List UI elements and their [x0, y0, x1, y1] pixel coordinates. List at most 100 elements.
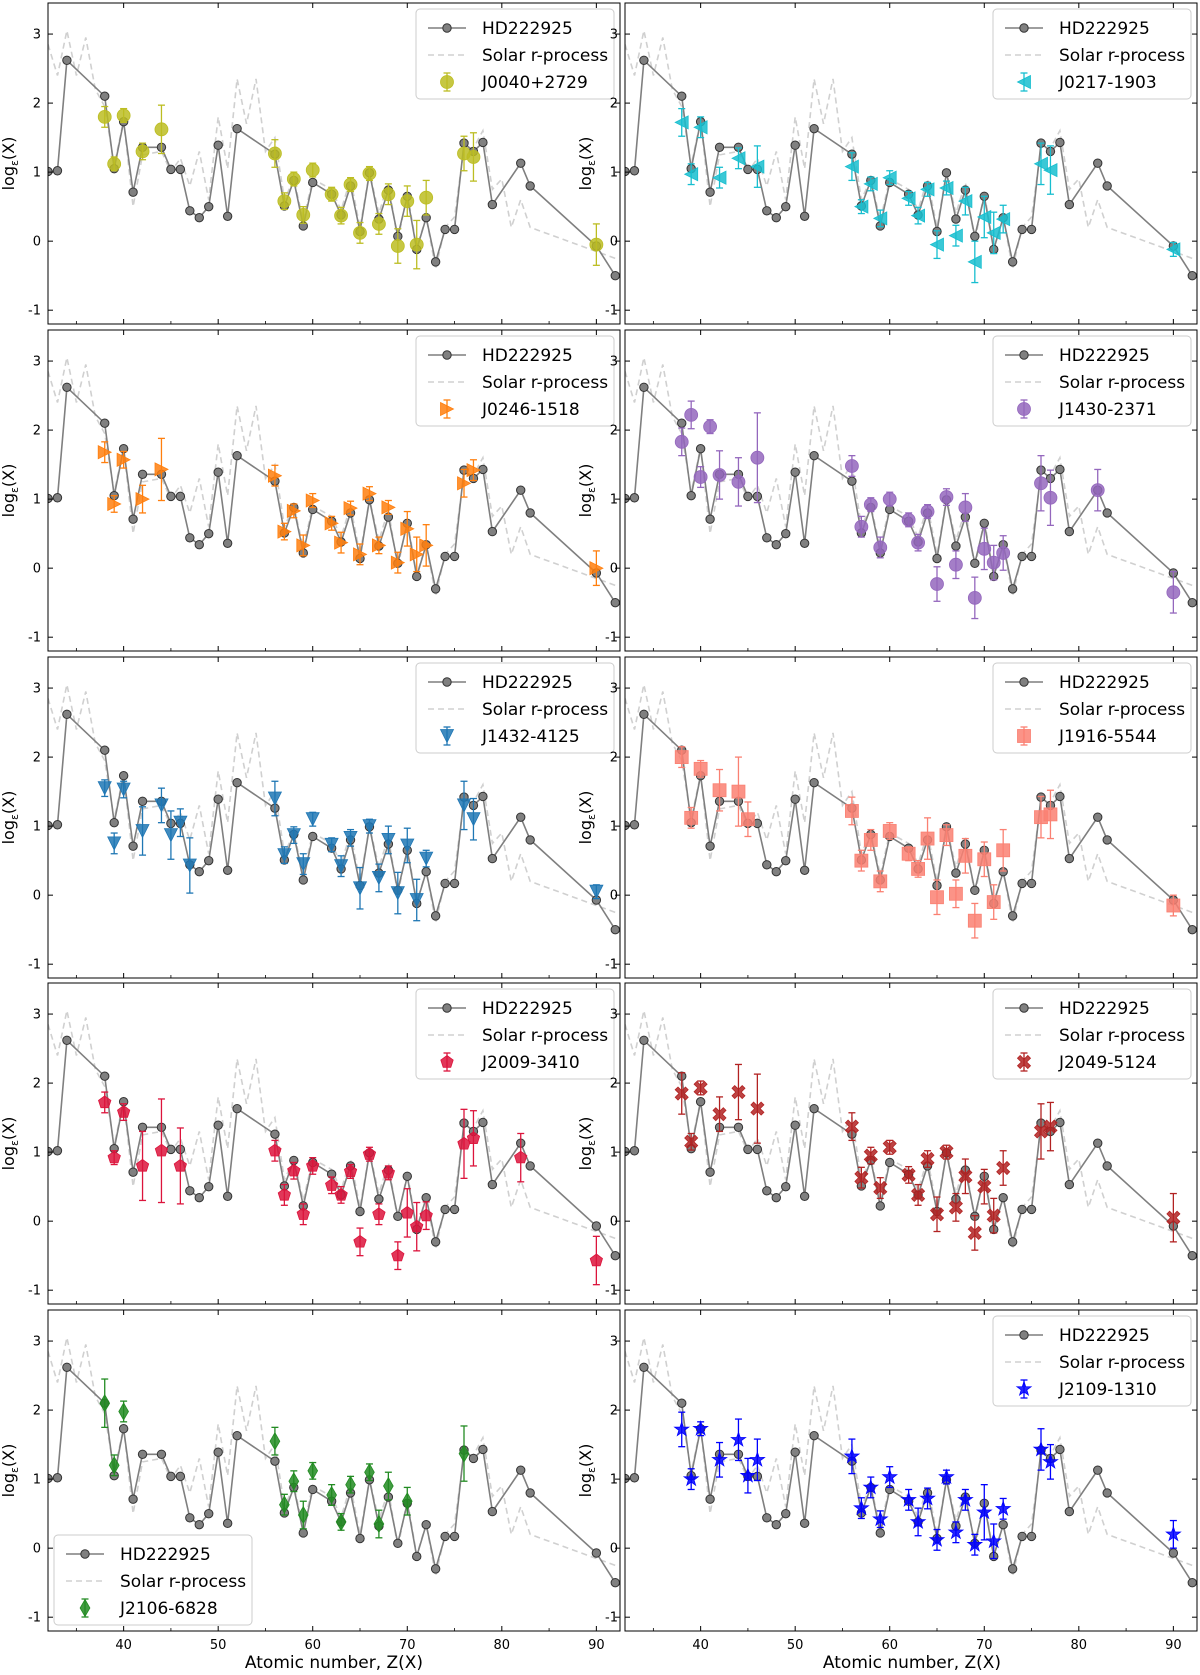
star-data-point: [939, 488, 954, 506]
hd222925-point: [1026, 878, 1037, 889]
star-marker: [324, 516, 339, 531]
star-data-point: [731, 457, 746, 507]
star-data-point: [362, 165, 377, 182]
star-data-point: [674, 107, 689, 137]
star-marker: [750, 450, 765, 465]
y-axis-label-main: log: [576, 820, 595, 844]
star-data-point: [977, 841, 992, 878]
star-marker: [873, 874, 888, 889]
legend-star-marker: [79, 1598, 91, 1618]
hd222925-point: [478, 1444, 488, 1455]
legend-hd222925-marker: [1019, 1003, 1029, 1013]
star-series-J2109-1310: [673, 1411, 1182, 1560]
star-data-point: [920, 504, 935, 520]
y-tick-label: 0: [33, 235, 41, 250]
hd222925-point: [449, 1204, 460, 1215]
star-marker: [173, 815, 188, 831]
star-data-point: [267, 780, 283, 817]
star-data-point: [863, 828, 878, 851]
star-marker: [882, 1140, 897, 1155]
star-marker: [589, 1253, 603, 1267]
hd222925-point: [1093, 1465, 1103, 1475]
solar-r-process-line: [48, 357, 616, 596]
star-marker: [419, 851, 434, 866]
y-tick-label: 3: [33, 355, 41, 370]
y-tick-label: 1: [610, 1146, 618, 1161]
star-data-point: [920, 1150, 935, 1168]
star-data-point: [325, 1176, 339, 1195]
star-marker: [731, 474, 746, 489]
hd222925-point: [733, 1122, 744, 1132]
star-data-point: [343, 828, 358, 847]
star-marker: [117, 1105, 131, 1118]
hd222925-point: [478, 1117, 488, 1128]
legend-hd222925-marker: [1019, 23, 1029, 33]
star-marker: [333, 859, 349, 874]
star-data-point: [853, 1497, 870, 1520]
panel-J1430-2371: -1 0 1 2 3 HD222925 Solar r-process J1430-2371: [605, 329, 1198, 652]
star-marker: [957, 1491, 974, 1507]
solar-r-process-line: [48, 684, 616, 923]
hd222925-point: [393, 1211, 403, 1222]
panel-frame: [47, 329, 621, 652]
star-marker: [900, 1491, 917, 1507]
hd222925-point: [639, 709, 649, 719]
star-data-point: [930, 566, 944, 602]
hd222925-point: [48, 166, 53, 177]
legend-star-label: J2106-6828: [119, 1599, 218, 1619]
legend-hd222925-label: HD222925: [1059, 19, 1150, 39]
star-data-point: [390, 228, 405, 264]
star-data-point: [911, 859, 925, 878]
star-data-point: [882, 170, 897, 186]
star-data-point: [882, 491, 897, 507]
star-data-point: [873, 870, 888, 893]
star-marker: [267, 468, 283, 483]
legend-J2106-6828: HD222925 Solar r-process J2106-6828: [53, 1534, 253, 1626]
star-data-point: [996, 1150, 1011, 1186]
star-marker: [1043, 490, 1058, 505]
star-data-point: [383, 1471, 394, 1501]
hd222925-point: [449, 551, 460, 562]
star-data-point: [116, 450, 131, 469]
hd222925-point: [1064, 1506, 1075, 1517]
hd222925-point: [393, 1538, 403, 1549]
star-data-point: [306, 1157, 320, 1175]
hd222925-point: [1017, 224, 1027, 235]
y-axis-label-main: log: [576, 166, 595, 190]
y-axis-label-sub: ε: [8, 814, 21, 820]
star-data-point: [381, 183, 396, 206]
legend-star-marker: [1015, 1380, 1033, 1397]
y-tick-label: 1: [610, 166, 618, 181]
hd222925-point: [625, 820, 630, 831]
hd222925-point: [128, 841, 138, 851]
solar-r-process-line: [625, 684, 1193, 923]
star-data-point: [466, 132, 481, 182]
star-data-point: [296, 205, 311, 224]
star-marker: [873, 1180, 888, 1196]
legend-hd222925-marker: [442, 23, 452, 33]
hd222925-point: [629, 1473, 640, 1483]
star-marker: [296, 208, 311, 222]
x-tick-label: 70: [976, 1638, 993, 1653]
star-marker: [514, 1150, 528, 1164]
star-marker: [730, 1431, 747, 1447]
star-data-point: [910, 206, 925, 225]
y-tick-label: -1: [605, 304, 618, 319]
star-data-point: [958, 492, 973, 522]
star-marker: [845, 459, 859, 473]
legend-star-label: J0040+2729: [481, 73, 588, 93]
star-marker: [173, 1158, 187, 1172]
hd222925-point: [1055, 137, 1065, 148]
star-data-point: [334, 531, 349, 554]
hd222925-point: [156, 1449, 167, 1459]
star-marker: [986, 1208, 1001, 1223]
hd222925-point: [421, 1192, 431, 1203]
star-data-point: [911, 533, 925, 552]
star-marker: [268, 1143, 282, 1157]
star-marker: [862, 1478, 880, 1495]
y-axis-label-main: log: [576, 1146, 595, 1170]
star-data-point: [324, 515, 339, 531]
hd222925-point: [516, 1465, 526, 1475]
star-data-point: [854, 515, 869, 538]
